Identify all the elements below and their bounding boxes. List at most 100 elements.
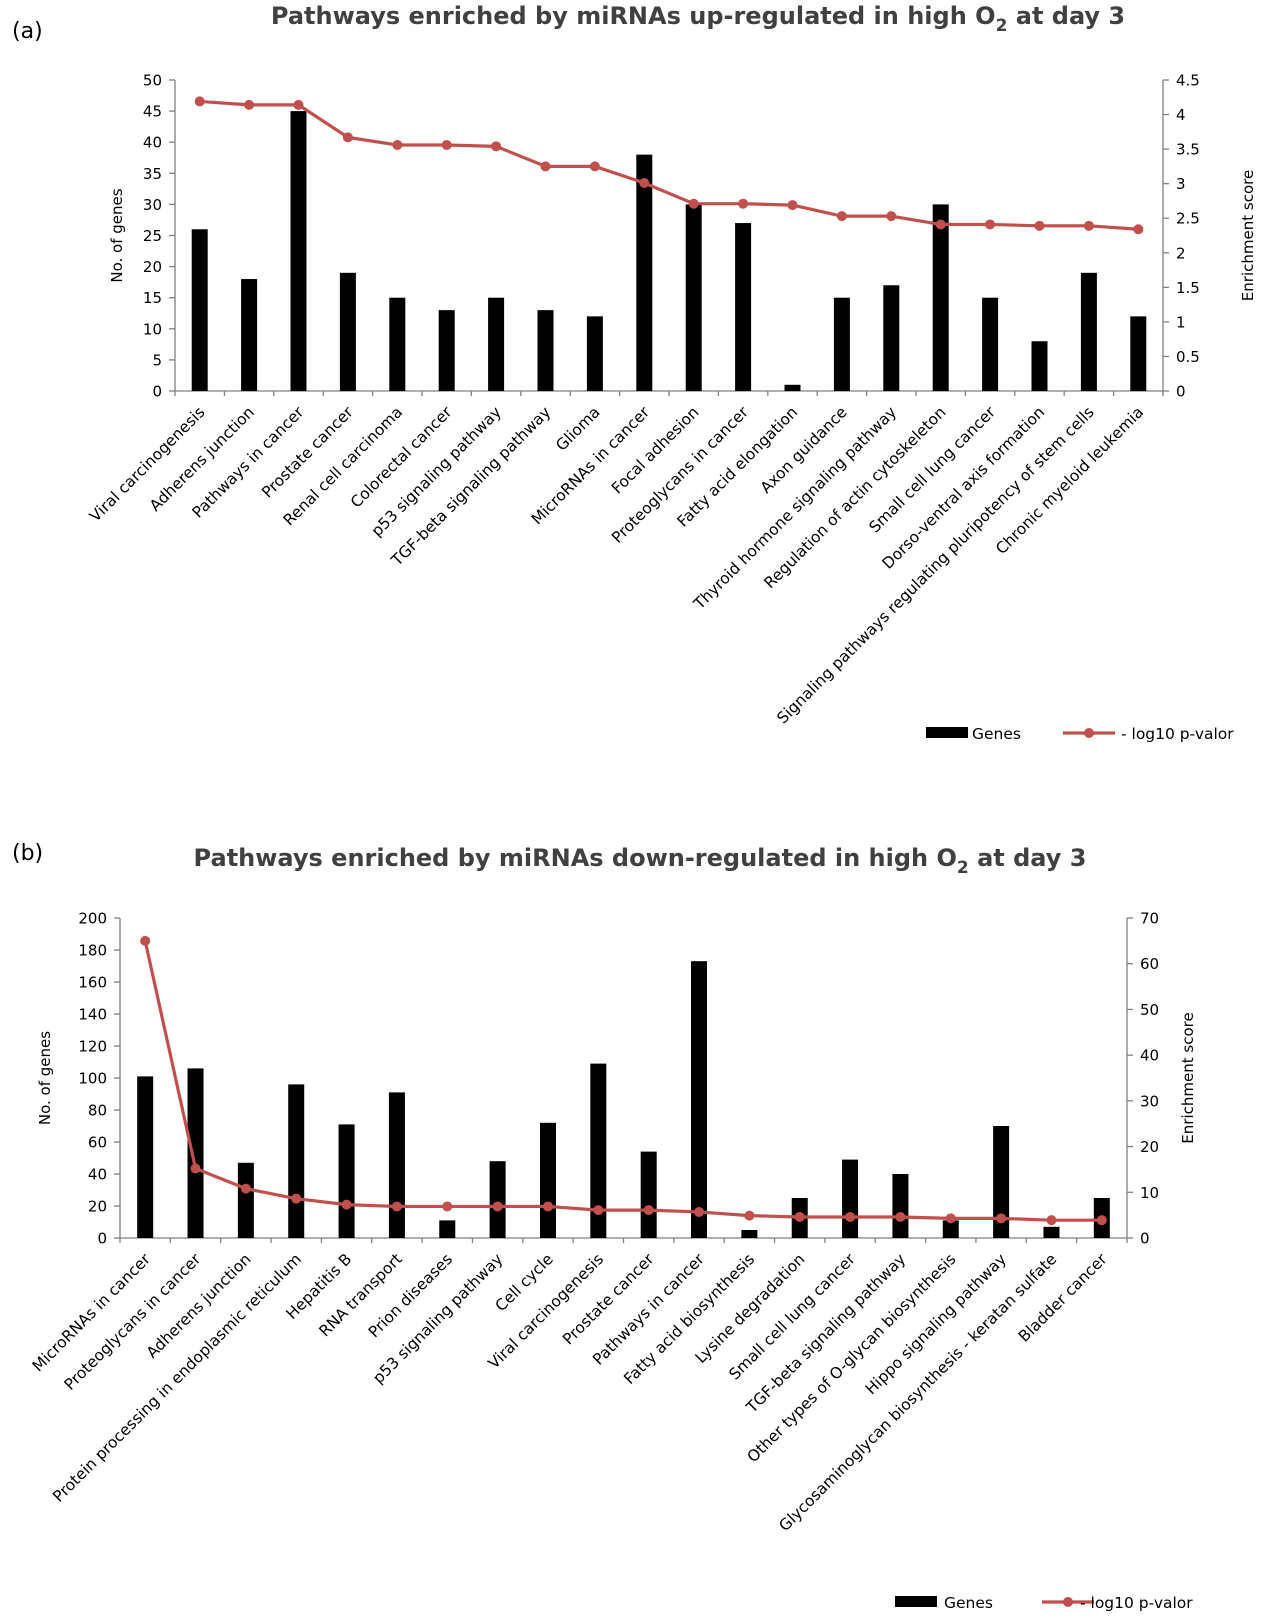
bar-genes <box>288 1084 305 1238</box>
y2-tick-label: 0 <box>1140 1230 1150 1248</box>
y-tick-label: 40 <box>88 1166 107 1184</box>
bar-genes <box>1080 272 1097 391</box>
y-tick-label: 200 <box>78 910 107 928</box>
point-log10-pvalue <box>293 99 304 110</box>
legend: Genes - log10 p-valor <box>895 1594 1193 1612</box>
y2-tick-label: 60 <box>1140 955 1159 973</box>
point-log10-pvalue <box>391 1201 402 1212</box>
bar-genes <box>191 229 208 391</box>
bar-genes <box>892 1174 909 1238</box>
legend-line-marker <box>1084 728 1094 738</box>
point-log10-pvalue <box>341 1199 352 1210</box>
point-log10-pvalue <box>540 161 551 172</box>
legend-line-label: - log10 p-valor <box>1121 725 1234 743</box>
point-log10-pvalue <box>935 219 946 230</box>
y2-tick-label: 10 <box>1140 1184 1159 1202</box>
y-tick-label: 5 <box>152 351 162 369</box>
y2-tick-label: 4 <box>1176 106 1186 124</box>
y2-tick-label: 70 <box>1140 910 1159 928</box>
y2-tick-label: 0.5 <box>1176 348 1200 366</box>
bar-genes <box>537 310 554 391</box>
point-log10-pvalue <box>1034 220 1045 231</box>
bar-genes <box>187 1068 204 1238</box>
bar-genes <box>982 297 999 391</box>
category-label: Signaling pathways regulating pluripoten… <box>774 403 1098 727</box>
point-log10-pvalue <box>996 1213 1007 1224</box>
point-log10-pvalue <box>392 139 403 150</box>
bar-genes <box>636 154 653 391</box>
point-log10-pvalue <box>787 200 798 211</box>
point-log10-pvalue <box>491 141 502 152</box>
y-axis-title: No. of genes <box>108 188 126 282</box>
point-log10-pvalue <box>1096 1215 1107 1226</box>
category-label: Prostate cancer <box>258 403 357 502</box>
line-log10-pvalue <box>143 940 1102 1222</box>
y2-tick-label: 2.5 <box>1176 210 1200 228</box>
y2-tick-label: 30 <box>1140 1092 1159 1110</box>
chart-title-main: Pathways enriched by miRNAs down-regulat… <box>194 844 957 872</box>
bar-genes <box>691 961 708 1238</box>
category-label: Prostate cancer <box>559 1250 658 1349</box>
y2-tick-label: 20 <box>1140 1138 1159 1156</box>
y2-axis-title: Enrichment score <box>1179 1012 1197 1143</box>
bar-genes <box>489 1161 506 1238</box>
bar-genes <box>539 1122 556 1238</box>
y-tick-label: 35 <box>143 165 162 183</box>
y-tick-label: 120 <box>78 1038 107 1056</box>
category-label: Axon guidance <box>757 403 851 497</box>
chart-title-subscript: 2 <box>957 858 969 878</box>
bar-genes <box>1031 341 1048 391</box>
bar-genes <box>338 1124 355 1238</box>
point-log10-pvalue <box>291 1193 302 1204</box>
y2-tick-label: 40 <box>1140 1047 1159 1065</box>
point-log10-pvalue <box>738 198 749 209</box>
point-log10-pvalue <box>744 1210 755 1221</box>
legend-genes-swatch <box>926 727 968 738</box>
y2-tick-label: 2 <box>1176 244 1186 262</box>
point-log10-pvalue <box>589 161 600 172</box>
bar-genes <box>993 1126 1010 1238</box>
y2-tick-label: 3.5 <box>1176 141 1200 159</box>
bar-genes <box>290 111 307 391</box>
y-tick-label: 20 <box>143 258 162 276</box>
line-log10-pvalue <box>199 99 1139 231</box>
category-label: Regulation of actin cytoskeleton <box>761 403 950 592</box>
panel-label: (a) <box>12 19 43 44</box>
point-log10-pvalue <box>593 1205 604 1216</box>
bar-genes <box>735 223 752 391</box>
point-log10-pvalue <box>694 1206 705 1217</box>
point-log10-pvalue <box>688 198 699 209</box>
point-log10-pvalue <box>194 96 205 107</box>
y-tick-label: 40 <box>143 134 162 152</box>
chart-title-end: at day 3 <box>1007 2 1125 30</box>
bar-genes <box>590 1063 607 1238</box>
bar-genes <box>833 297 850 391</box>
point-log10-pvalue <box>244 99 255 110</box>
chart-a: (a) Pathways enriched by miRNAs up-regula… <box>12 2 1257 743</box>
y-tick-label: 0 <box>97 1230 107 1248</box>
legend-genes-swatch <box>895 1596 937 1607</box>
point-log10-pvalue <box>639 177 650 188</box>
point-log10-pvalue <box>542 1201 553 1212</box>
point-log10-pvalue <box>1133 224 1144 235</box>
panel-label: (b) <box>12 841 43 866</box>
point-log10-pvalue <box>140 935 151 946</box>
point-log10-pvalue <box>895 1211 906 1222</box>
y-tick-label: 100 <box>78 1070 107 1088</box>
chart-b: (b) Pathways enriched by miRNAs down-regu… <box>12 841 1197 1612</box>
bar-genes <box>438 310 455 391</box>
bar-genes <box>488 297 505 391</box>
point-log10-pvalue <box>442 1201 453 1212</box>
bar-genes <box>842 1159 859 1238</box>
bar-genes <box>932 204 949 391</box>
y2-axis-title: Enrichment score <box>1239 170 1257 301</box>
y2-tick-label: 1.5 <box>1176 279 1200 297</box>
y-tick-label: 60 <box>88 1134 107 1152</box>
y-axis-title: No. of genes <box>36 1031 54 1125</box>
bar-genes <box>237 1162 254 1238</box>
y-tick-label: 160 <box>78 974 107 992</box>
chart-title-subscript: 2 <box>996 16 1008 36</box>
bar-genes <box>942 1220 959 1238</box>
point-log10-pvalue <box>836 211 847 222</box>
point-log10-pvalue <box>985 219 996 230</box>
